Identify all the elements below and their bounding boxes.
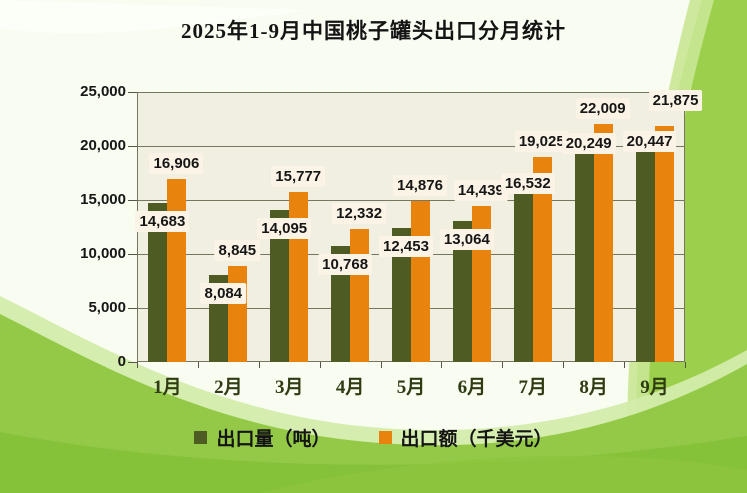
x-tick-label: 9月 [640, 377, 669, 398]
bar-export-volume [574, 143, 594, 362]
gridline [137, 146, 685, 147]
y-tick-label: 25,000 [80, 83, 126, 100]
value-label-value: 16,906 [149, 153, 204, 175]
legend-swatch-volume [194, 431, 208, 444]
y-axis-tick [128, 308, 137, 309]
legend-item-value: 出口额（千美元） [378, 424, 553, 451]
value-label-value: 15,777 [271, 165, 326, 187]
value-label-value: 14,439 [453, 180, 508, 202]
x-tick-label: 4月 [335, 377, 365, 398]
bar-export-value [654, 125, 674, 362]
legend-label-value: 出口额（千美元） [400, 429, 553, 450]
value-label-value: 22,009 [575, 98, 630, 120]
value-label-value: 8,845 [214, 240, 261, 262]
value-label-value: 14,876 [393, 175, 447, 197]
legend-label-volume: 出口量（吨） [216, 429, 331, 450]
y-tick-label: 5,000 [88, 299, 126, 316]
bar-export-value [228, 266, 248, 362]
value-label-volume: 14,095 [257, 217, 312, 239]
bar-export-value [167, 179, 187, 362]
bar-export-volume [331, 245, 351, 362]
value-label-volume: 20,447 [622, 131, 677, 153]
value-label-volume: 8,084 [200, 282, 247, 304]
y-tick-label: 15,000 [80, 191, 126, 208]
value-label-volume: 10,768 [318, 253, 373, 275]
y-tick-label: 10,000 [80, 245, 126, 262]
bar-export-value [411, 201, 430, 362]
x-tick-label: 1月 [153, 377, 182, 398]
chart-title: 2025年1-9月中国桃子罐头出口分月统计 [181, 19, 566, 43]
x-tick-label: 2月 [214, 377, 243, 398]
value-label-volume: 12,453 [379, 235, 433, 257]
y-axis-tick [128, 146, 137, 147]
y-axis-tick [128, 200, 137, 201]
bar-export-value [350, 228, 370, 362]
bar-export-volume [635, 141, 655, 362]
value-label-volume: 14,683 [135, 211, 190, 233]
x-tick-label: 6月 [457, 377, 487, 398]
bar-export-volume [270, 209, 290, 362]
y-axis-tick [128, 92, 137, 93]
x-axis-tick [624, 362, 625, 368]
legend-item-volume: 出口量（吨） [194, 424, 331, 451]
bar-export-volume [392, 227, 411, 362]
value-label-value: 12,332 [332, 202, 387, 224]
x-axis-tick [381, 362, 382, 368]
value-label-value: 21,875 [648, 89, 703, 111]
chart-legend: 出口量（吨） 出口额（千美元） [0, 424, 747, 451]
bar-export-volume [513, 183, 533, 362]
gridline [137, 200, 685, 201]
value-label-volume: 13,064 [439, 228, 494, 250]
legend-swatch-value [378, 431, 392, 444]
x-tick-label: 7月 [518, 377, 548, 398]
value-label-value: 19,025 [514, 130, 569, 152]
x-tick-label: 8月 [579, 377, 608, 398]
value-label-volume: 16,532 [500, 173, 555, 195]
y-tick-label: 0 [117, 353, 126, 370]
x-tick-label: 3月 [274, 377, 304, 398]
x-axis-tick [441, 362, 442, 368]
bar-export-volume [148, 203, 168, 362]
x-axis-tick [685, 362, 686, 368]
x-axis-tick [137, 362, 138, 368]
bar-export-value [593, 124, 613, 362]
x-axis-tick [320, 362, 321, 368]
x-axis-tick [502, 362, 503, 368]
y-tick-label: 20,000 [80, 137, 126, 154]
y-axis-tick [128, 362, 137, 363]
x-tick-label: 5月 [396, 377, 426, 398]
bar-export-value [532, 156, 552, 362]
x-axis-tick [563, 362, 564, 368]
value-label-volume: 20,249 [561, 133, 616, 155]
bar-export-volume [452, 220, 472, 362]
x-axis-tick [198, 362, 199, 368]
x-axis-tick [259, 362, 260, 368]
y-axis-tick [128, 254, 137, 255]
